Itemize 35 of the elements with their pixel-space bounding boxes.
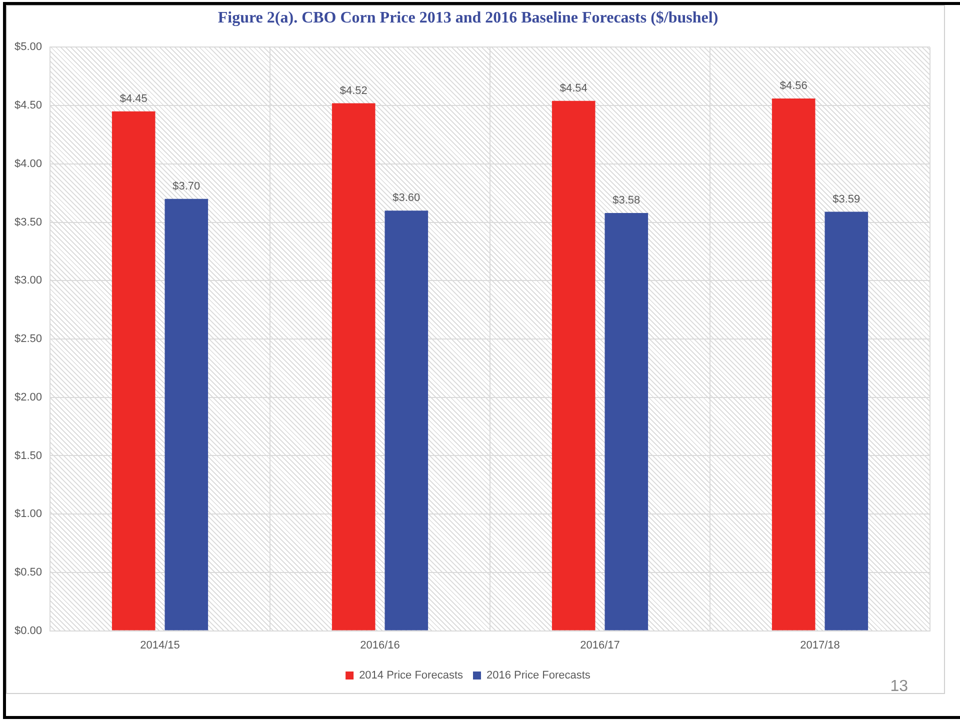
y-tick-label: $4.50 bbox=[14, 100, 42, 112]
data-label: $3.70 bbox=[172, 180, 200, 192]
legend-label: 2014 Price Forecasts bbox=[359, 670, 464, 682]
bar bbox=[772, 98, 816, 630]
data-label: $4.45 bbox=[120, 92, 148, 105]
x-tick-label: 2017/18 bbox=[800, 639, 840, 652]
y-tick-label: $0.50 bbox=[14, 566, 42, 578]
bar bbox=[112, 111, 156, 630]
y-tick-label: $3.00 bbox=[14, 274, 42, 287]
y-tick-label: $1.00 bbox=[14, 508, 42, 520]
x-tick-label: 2016/17 bbox=[580, 639, 620, 652]
chart-title: Figure 2(a). CBO Corn Price 2013 and 2016 Baseline Forecasts ($/bushel) bbox=[218, 10, 718, 27]
y-tick-label: $3.50 bbox=[14, 216, 42, 228]
bar bbox=[824, 212, 868, 630]
bar bbox=[604, 212, 648, 630]
legend-label: 2016 Price Forecasts bbox=[486, 670, 591, 682]
y-tick-label: $2.50 bbox=[14, 333, 42, 346]
y-tick-label: $2.00 bbox=[14, 391, 42, 404]
x-tick-label: 2016/16 bbox=[360, 639, 400, 652]
bar bbox=[332, 103, 376, 630]
y-tick-label: $5.00 bbox=[14, 41, 42, 54]
y-tick-label: $0.00 bbox=[14, 624, 42, 637]
data-label: $4.52 bbox=[340, 84, 368, 97]
data-label: $4.56 bbox=[780, 80, 808, 92]
text: 13 bbox=[890, 678, 908, 696]
data-label: $4.54 bbox=[560, 82, 588, 94]
y-tick-label: $1.50 bbox=[14, 450, 42, 462]
bar bbox=[164, 198, 208, 630]
x-tick-label: 2014/15 bbox=[140, 639, 180, 652]
bar bbox=[384, 210, 428, 630]
data-label: $3.60 bbox=[392, 192, 420, 204]
bar bbox=[552, 100, 596, 630]
data-label: $3.58 bbox=[612, 194, 640, 206]
y-tick-label: $4.00 bbox=[14, 158, 42, 170]
data-label: $3.59 bbox=[832, 193, 860, 206]
